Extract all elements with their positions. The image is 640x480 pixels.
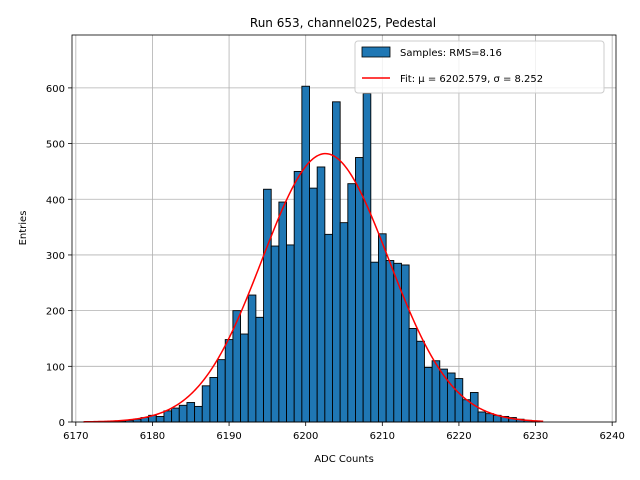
histogram-bar xyxy=(278,201,287,423)
legend-fit-label: Fit: μ = 6202.579, σ = 8.252 xyxy=(400,74,543,85)
histogram-bar xyxy=(362,93,372,423)
legend-samples-label: Samples: RMS=8.16 xyxy=(400,48,502,59)
histogram-bar xyxy=(408,328,418,423)
histogram-bar xyxy=(454,378,464,423)
histogram-bar xyxy=(339,222,349,423)
histogram-bar xyxy=(194,405,203,423)
y-tick-label: 600 xyxy=(46,84,65,95)
histogram-bar xyxy=(446,372,456,423)
histogram-bar xyxy=(263,188,272,423)
legend-box xyxy=(354,40,605,94)
histogram-bar xyxy=(209,377,219,423)
histogram-bar xyxy=(163,410,173,423)
histogram-bar xyxy=(270,245,280,423)
histogram-bar xyxy=(186,402,196,423)
histogram-bar xyxy=(332,101,341,423)
legend: Samples: RMS=8.16 Fit: μ = 6202.579, σ =… xyxy=(354,40,605,94)
chart-title: Run 653, channel025, Pedestal xyxy=(250,16,436,30)
histogram-bar xyxy=(370,261,379,423)
histogram-bar xyxy=(416,340,425,423)
legend-samples-patch xyxy=(361,46,391,58)
histogram-bar xyxy=(217,359,226,423)
plot-frame xyxy=(71,34,617,423)
y-tick-label: 200 xyxy=(46,307,65,318)
histogram-bar xyxy=(439,368,448,423)
histogram-bar xyxy=(401,264,410,423)
histogram-bar xyxy=(355,157,364,423)
gaussian-fit-curve xyxy=(83,152,544,423)
x-tick-label: 6220 xyxy=(446,431,471,442)
y-tick-label: 400 xyxy=(46,195,65,206)
histogram-bar xyxy=(385,260,395,423)
x-tick-label: 6230 xyxy=(523,431,548,442)
histogram-bar xyxy=(201,385,211,423)
histogram-bar xyxy=(155,415,165,423)
histogram-bar xyxy=(178,404,188,423)
histogram-bar xyxy=(309,187,318,423)
histogram-bar xyxy=(247,294,257,423)
histogram-bar xyxy=(301,85,310,423)
histogram-bar xyxy=(462,399,471,423)
x-tick-label: 6240 xyxy=(599,431,624,442)
y-tick-label: 0 xyxy=(59,418,65,429)
x-tick-label: 6210 xyxy=(370,431,395,442)
histogram-bar xyxy=(171,407,180,423)
x-tick-label: 6200 xyxy=(293,431,318,442)
histogram-bar xyxy=(378,233,387,423)
histogram-bar xyxy=(293,170,303,423)
y-tick-label: 300 xyxy=(46,251,65,262)
histogram-bar xyxy=(286,244,295,423)
histogram-bar xyxy=(347,183,356,423)
x-axis-label: ADC Counts xyxy=(314,454,374,465)
x-tick-label: 6190 xyxy=(216,431,241,442)
histogram-bar xyxy=(224,339,234,423)
histogram-bar xyxy=(477,411,487,423)
y-tick-label: 100 xyxy=(46,362,65,373)
x-tick-label: 6170 xyxy=(63,431,88,442)
axis-ticks: 6170 6180 6190 6200 6210 6220 6230 6240 0 100 200 3… xyxy=(46,84,625,442)
histogram-bar xyxy=(431,360,441,423)
histogram-bar xyxy=(485,413,494,423)
histogram-bar xyxy=(316,166,326,423)
histogram-bar xyxy=(255,316,264,423)
y-tick-label: 500 xyxy=(46,140,65,151)
histogram-bar xyxy=(424,366,433,423)
histogram-bar xyxy=(324,233,333,423)
x-tick-label: 6180 xyxy=(140,431,165,442)
histogram-bar xyxy=(240,333,249,423)
y-axis-label: Entries xyxy=(18,211,29,246)
